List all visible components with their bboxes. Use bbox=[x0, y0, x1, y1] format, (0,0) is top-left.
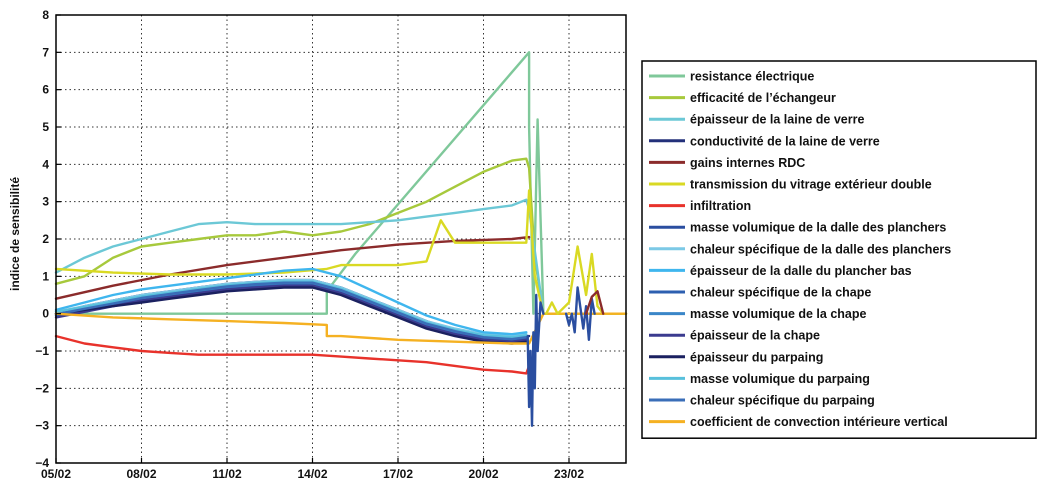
y-tick-label: 3 bbox=[42, 195, 49, 209]
series-line bbox=[54, 198, 628, 315]
legend-label: conductivité de la laine de verre bbox=[690, 134, 880, 148]
series-line bbox=[54, 267, 528, 336]
legend-box bbox=[641, 60, 1037, 439]
y-tick-label: 2 bbox=[42, 232, 49, 246]
legend-label: coefficient de convection intérieure ver… bbox=[690, 415, 948, 429]
series-line bbox=[54, 334, 531, 375]
x-tick-label: 11/02 bbox=[212, 467, 242, 481]
legend-label: resistance électrique bbox=[690, 70, 814, 84]
legend-label: chaleur spécifique du parpaing bbox=[690, 394, 875, 408]
y-tick-label: 6 bbox=[42, 83, 49, 97]
legend-label: chaleur spécifique de la dalle des planc… bbox=[690, 242, 951, 256]
series-line bbox=[526, 293, 545, 427]
y-tick-label: −3 bbox=[35, 419, 49, 433]
series-line bbox=[54, 235, 531, 300]
series-line bbox=[54, 312, 628, 345]
series-line bbox=[545, 245, 605, 315]
y-tick-label: 7 bbox=[42, 45, 49, 59]
legend: resistance électrique efficacité de l’éch… bbox=[641, 60, 1037, 439]
legend-label: gains internes RDC bbox=[690, 156, 805, 170]
legend-label: transmission du vitrage extérieur double bbox=[690, 178, 932, 192]
legend-label: épaisseur de la dalle du plancher bas bbox=[690, 264, 912, 278]
series-line bbox=[54, 286, 528, 345]
series-line bbox=[54, 51, 628, 315]
series-line bbox=[54, 284, 528, 343]
x-tick-label: 20/02 bbox=[468, 467, 498, 481]
legend-label: épaisseur de la chape bbox=[690, 329, 820, 343]
series-line bbox=[564, 286, 596, 341]
legend-label: masse volumique de la dalle des plancher… bbox=[690, 221, 946, 235]
legend-label: infiltration bbox=[690, 199, 751, 213]
y-tick-label: 4 bbox=[42, 157, 49, 171]
legend-label: efficacité de l’échangeur bbox=[690, 91, 836, 105]
legend-label: chaleur spécifique de la chape bbox=[690, 286, 871, 300]
series-line bbox=[54, 157, 628, 315]
y-tick-label: −4 bbox=[35, 456, 49, 470]
plot-area: −4 −3 −2 −1 0 1 2 3 4 5 6 7 8 05/02 08/02 11/02 14/02 17/… bbox=[35, 8, 628, 481]
series-line bbox=[54, 278, 528, 338]
y-tick-label: 0 bbox=[42, 307, 49, 321]
x-tick-label: 17/02 bbox=[383, 467, 413, 481]
x-tick-label: 08/02 bbox=[126, 467, 156, 481]
series-line bbox=[54, 189, 628, 315]
y-tick-label: −1 bbox=[35, 344, 49, 358]
legend-label: épaisseur du parpaing bbox=[690, 350, 823, 364]
legend-label: masse volumique du parpaing bbox=[690, 372, 870, 386]
y-tick-label: 8 bbox=[42, 8, 49, 22]
x-tick-label: 23/02 bbox=[554, 467, 584, 481]
legend-label: masse volumique de la chape bbox=[690, 307, 867, 321]
x-tick-label: 14/02 bbox=[297, 467, 327, 481]
y-tick-label: 1 bbox=[42, 269, 49, 283]
series-line bbox=[584, 290, 605, 315]
series-line bbox=[54, 281, 528, 341]
x-tick-label: 05/02 bbox=[41, 467, 71, 481]
y-axis-label: indice de sensibilité bbox=[8, 177, 22, 291]
y-tick-label: 5 bbox=[42, 120, 49, 134]
y-tick-label: −2 bbox=[35, 381, 49, 395]
legend-label: épaisseur de la laine de verre bbox=[690, 113, 864, 127]
